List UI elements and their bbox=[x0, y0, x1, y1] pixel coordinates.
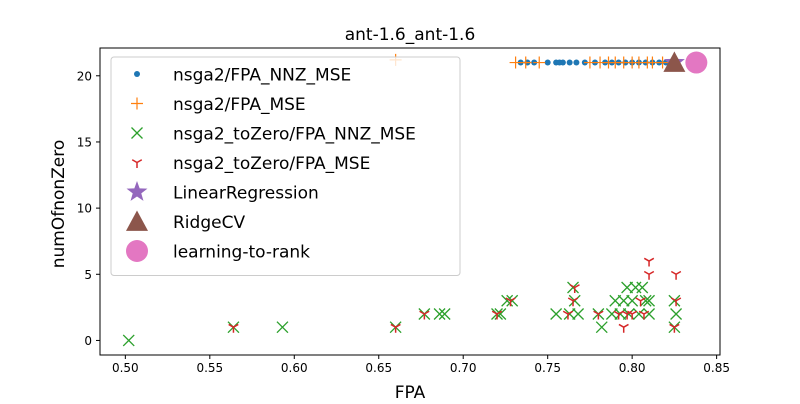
point-nsga2-tozero-fpa-nnz-mse-6 bbox=[438, 308, 451, 320]
x-tick-label: 0.80 bbox=[619, 361, 646, 375]
legend-marker-nsga2-tozero-fpa-mse bbox=[131, 159, 143, 168]
legend-box bbox=[110, 56, 461, 276]
point-nsga2-tozero-fpa-nnz-mse-15 bbox=[572, 308, 585, 320]
legend-marker-nsga2-tozero-fpa-nnz-mse bbox=[131, 127, 143, 139]
point-nsga2-tozero-fpa-mse-8 bbox=[593, 310, 604, 320]
point-nsga2-fpa-mse-13 bbox=[656, 56, 669, 69]
point-nsga2-fpa-mse-3 bbox=[533, 56, 546, 69]
point-nsga2-tozero-fpa-nnz-mse-33 bbox=[670, 308, 683, 320]
legend-label: RidgeCV bbox=[173, 213, 245, 233]
point-ridgecv-0 bbox=[663, 51, 686, 72]
point-nsga2-tozero-fpa-nnz-mse-5 bbox=[433, 308, 446, 320]
point-nsga2-tozero-fpa-nnz-mse-11 bbox=[550, 308, 563, 320]
x-tick-label: 0.50 bbox=[112, 361, 139, 375]
legend-marker-nsga2-fpa-mse bbox=[131, 97, 143, 110]
point-nsga2-tozero-fpa-mse-4 bbox=[505, 297, 516, 307]
point-nsga2-tozero-fpa-nnz-mse-30 bbox=[643, 294, 656, 307]
y-tick-label: 0 bbox=[84, 334, 92, 348]
point-nsga2-fpa-mse-2 bbox=[519, 56, 532, 69]
point-nsga2-tozero-fpa-mse-10 bbox=[618, 323, 629, 333]
y-tick-label: 5 bbox=[84, 268, 92, 282]
point-nsga2-tozero-fpa-nnz-mse-0 bbox=[122, 334, 135, 347]
point-nsga2-tozero-fpa-mse-14 bbox=[638, 310, 650, 320]
point-nsga2-tozero-fpa-mse-0 bbox=[228, 323, 239, 333]
x-tick-label: 0.60 bbox=[281, 361, 308, 375]
y-tick-label: 10 bbox=[77, 202, 92, 216]
point-nsga2-tozero-fpa-mse-3 bbox=[491, 310, 503, 320]
legend-marker-ridgecv bbox=[126, 210, 148, 231]
point-nsga2-tozero-fpa-nnz-mse-22 bbox=[621, 281, 634, 294]
point-nsga2-tozero-fpa-mse-17 bbox=[669, 323, 680, 333]
x-tick-label: 0.55 bbox=[196, 361, 223, 375]
point-nsga2-fpa-nnz-mse-7 bbox=[566, 59, 573, 66]
point-nsga2-tozero-fpa-mse-5 bbox=[562, 310, 574, 320]
axes-frame bbox=[99, 47, 721, 356]
legend: nsga2/FPA_NNZ_MSE nsga2/FPA_MSE nsga2_toZe… bbox=[110, 56, 461, 276]
point-nsga2-fpa-nnz-mse-6 bbox=[559, 59, 566, 66]
point-nsga2-tozero-fpa-nnz-mse-27 bbox=[636, 281, 649, 294]
point-nsga2-tozero-fpa-nnz-mse-2 bbox=[276, 321, 289, 334]
point-nsga2-tozero-fpa-nnz-mse-21 bbox=[617, 294, 630, 307]
x-axis-label: FPA bbox=[395, 383, 426, 400]
y-tick-label: 15 bbox=[77, 135, 92, 149]
legend-marker-nsga2-fpa-nnz-mse bbox=[134, 71, 140, 77]
chart-title: ant-1.6_ant-1.6 bbox=[345, 25, 476, 45]
point-nsga2-tozero-fpa-mse-13 bbox=[635, 297, 646, 307]
point-nsga2-tozero-fpa-mse-16 bbox=[643, 270, 655, 280]
point-nsga2-tozero-fpa-mse-15 bbox=[643, 257, 655, 267]
legend-label: nsga2_toZero/FPA_NNZ_MSE bbox=[173, 125, 416, 145]
point-nsga2-fpa-mse-12 bbox=[646, 56, 659, 69]
point-nsga2-tozero-fpa-nnz-mse-17 bbox=[595, 321, 608, 334]
legend-label: nsga2_toZero/FPA_MSE bbox=[173, 154, 370, 174]
data-marks bbox=[122, 51, 708, 347]
point-nsga2-tozero-fpa-nnz-mse-14 bbox=[568, 294, 581, 307]
point-nsga2-fpa-nnz-mse-8 bbox=[573, 59, 580, 66]
legend-label: nsga2/FPA_MSE bbox=[173, 95, 306, 115]
point-nsga2-tozero-fpa-nnz-mse-24 bbox=[626, 294, 639, 307]
point-nsga2-tozero-fpa-nnz-mse-32 bbox=[668, 294, 681, 307]
point-nsga2-tozero-fpa-mse-12 bbox=[626, 310, 638, 320]
point-nsga2-tozero-fpa-mse-2 bbox=[419, 310, 430, 320]
point-nsga2-tozero-fpa-mse-19 bbox=[670, 297, 682, 307]
point-nsga2-fpa-mse-1 bbox=[509, 56, 522, 69]
point-nsga2-tozero-fpa-nnz-mse-10 bbox=[506, 294, 519, 307]
point-nsga2-tozero-fpa-mse-6 bbox=[567, 297, 579, 307]
y-axis-label: numOfnonZero bbox=[49, 140, 69, 269]
x-tick-label: 0.70 bbox=[450, 361, 477, 375]
point-nsga2-tozero-fpa-mse-18 bbox=[670, 270, 682, 280]
legend-label: learning-to-rank bbox=[173, 243, 310, 263]
y-tick-label: 20 bbox=[77, 69, 92, 83]
point-nsga2-tozero-fpa-nnz-mse-13 bbox=[567, 281, 579, 294]
x-tick-label: 0.75 bbox=[534, 361, 561, 375]
legend-label: LinearRegression bbox=[173, 184, 319, 204]
point-nsga2-tozero-fpa-nnz-mse-18 bbox=[605, 308, 618, 320]
point-nsga2-tozero-fpa-mse-7 bbox=[569, 284, 580, 294]
legend-label: nsga2/FPA_NNZ_MSE bbox=[173, 66, 351, 86]
point-nsga2-fpa-nnz-mse-3 bbox=[544, 59, 551, 66]
legend-marker-linearregression bbox=[126, 181, 148, 201]
point-nsga2-tozero-fpa-mse-1 bbox=[390, 323, 401, 333]
point-nsga2-tozero-fpa-nnz-mse-26 bbox=[632, 308, 645, 320]
point-nsga2-tozero-fpa-nnz-mse-12 bbox=[563, 308, 576, 320]
point-nsga2-tozero-fpa-nnz-mse-29 bbox=[643, 308, 656, 320]
x-axis-ticks: 0.50 0.55 0.60 0.65 0.70 0.75 0.80 0.85 bbox=[112, 355, 730, 375]
point-nsga2-tozero-fpa-nnz-mse-20 bbox=[614, 308, 627, 320]
point-nsga2-tozero-fpa-nnz-mse-19 bbox=[609, 294, 622, 307]
point-nsga2-fpa-mse-4 bbox=[583, 56, 596, 69]
point-nsga2-tozero-fpa-nnz-mse-28 bbox=[639, 294, 652, 307]
x-tick-label: 0.65 bbox=[365, 361, 392, 375]
x-tick-label: 0.85 bbox=[703, 361, 730, 375]
y-axis-ticks: 0 5 10 15 20 bbox=[77, 69, 100, 348]
point-learning-to-rank-0 bbox=[685, 51, 708, 74]
legend-marker-learning-to-rank bbox=[126, 240, 148, 262]
